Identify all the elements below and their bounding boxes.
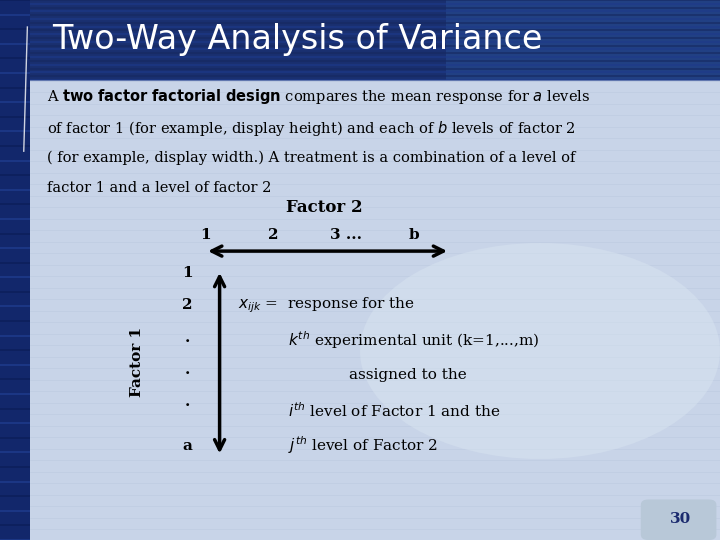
FancyBboxPatch shape — [641, 500, 716, 540]
Text: a: a — [182, 438, 192, 453]
Text: Factor 1: Factor 1 — [130, 327, 144, 397]
Text: of factor 1 (for example, display height) and each of $b$ levels of factor 2: of factor 1 (for example, display height… — [47, 119, 575, 138]
Text: 1: 1 — [200, 228, 210, 242]
Text: factor 1 and a level of factor 2: factor 1 and a level of factor 2 — [47, 181, 271, 195]
Text: 2: 2 — [269, 228, 279, 242]
Text: $i^{th}$ level of Factor 1 and the: $i^{th}$ level of Factor 1 and the — [288, 401, 500, 420]
Text: 2: 2 — [182, 298, 192, 312]
Text: .: . — [184, 395, 190, 409]
Text: $x_{ijk}$ =  response for the: $x_{ijk}$ = response for the — [238, 295, 415, 315]
Text: b: b — [409, 228, 419, 242]
Text: .: . — [184, 363, 190, 377]
Text: $k^{th}$ experimental unit (k=1,...,m): $k^{th}$ experimental unit (k=1,...,m) — [288, 329, 540, 351]
Ellipse shape — [360, 243, 720, 459]
Text: Two-Way Analysis of Variance: Two-Way Analysis of Variance — [52, 23, 542, 57]
Text: $j^{th}$ level of Factor 2: $j^{th}$ level of Factor 2 — [288, 435, 438, 456]
Text: 1: 1 — [182, 266, 192, 280]
Bar — [446, 0, 720, 80]
Text: 30: 30 — [670, 512, 691, 526]
Text: 3 ...: 3 ... — [330, 228, 361, 242]
Text: Factor 2: Factor 2 — [286, 199, 362, 216]
Bar — [30, 0, 720, 80]
Text: .: . — [184, 330, 190, 345]
Bar — [0, 0, 30, 540]
Text: ( for example, display width.) A treatment is a combination of a level of: ( for example, display width.) A treatme… — [47, 150, 575, 165]
Text: assigned to the: assigned to the — [349, 368, 467, 382]
Text: A $\mathbf{two\ factor\ factorial\ design}$ compares the mean response for $a$ l: A $\mathbf{two\ factor\ factorial\ desig… — [47, 87, 590, 106]
